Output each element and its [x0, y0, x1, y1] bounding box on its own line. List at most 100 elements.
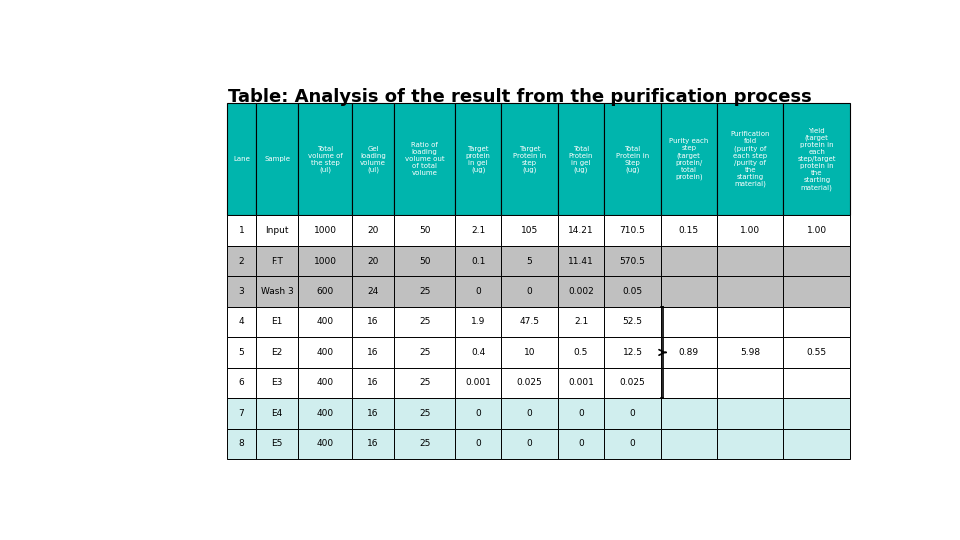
Text: 0: 0 [630, 440, 636, 448]
Text: Purity each
step
(target
protein/
total
protein): Purity each step (target protein/ total … [669, 138, 708, 180]
Text: 25: 25 [419, 409, 430, 418]
Text: 12.5: 12.5 [622, 348, 642, 357]
Bar [501, 246, 558, 276]
Text: 400: 400 [317, 409, 334, 418]
Bar [455, 337, 501, 368]
Bar [255, 337, 299, 368]
Bar [501, 276, 558, 307]
Bar [255, 398, 299, 429]
Bar [558, 398, 605, 429]
Bar [255, 307, 299, 337]
Bar [395, 103, 455, 215]
Text: 50: 50 [419, 226, 430, 235]
Text: 25: 25 [419, 348, 430, 357]
Text: 0: 0 [630, 409, 636, 418]
Text: 0.1: 0.1 [471, 256, 486, 266]
Bar [227, 103, 255, 215]
Bar [783, 276, 850, 307]
Text: E4: E4 [272, 409, 282, 418]
Bar [783, 429, 850, 459]
Text: 600: 600 [317, 287, 334, 296]
Bar [783, 368, 850, 398]
Text: 710.5: 710.5 [619, 226, 645, 235]
Bar [501, 103, 558, 215]
Bar [299, 103, 352, 215]
Text: Total
Protein in
Step
(ug): Total Protein in Step (ug) [616, 146, 649, 173]
Bar [660, 276, 717, 307]
Text: 5: 5 [238, 348, 244, 357]
Bar [717, 276, 783, 307]
Text: F.T: F.T [271, 256, 283, 266]
Text: 8: 8 [238, 440, 244, 448]
Bar [395, 429, 455, 459]
Bar [605, 337, 660, 368]
Text: Total
Protein
in gel
(ug): Total Protein in gel (ug) [568, 146, 593, 173]
Text: 105: 105 [521, 226, 539, 235]
Bar [717, 103, 783, 215]
Bar [455, 429, 501, 459]
Bar [501, 215, 558, 246]
Text: 2.1: 2.1 [574, 318, 588, 327]
Bar [395, 398, 455, 429]
Text: Target
Protein in
step
(ug): Target Protein in step (ug) [513, 146, 546, 173]
Bar [605, 398, 660, 429]
Bar [227, 368, 255, 398]
Text: 10: 10 [524, 348, 536, 357]
Bar [455, 103, 501, 215]
Bar [783, 398, 850, 429]
Bar [660, 337, 717, 368]
Bar [227, 307, 255, 337]
Bar [605, 246, 660, 276]
Bar [501, 429, 558, 459]
Text: 47.5: 47.5 [519, 318, 540, 327]
Bar [455, 215, 501, 246]
Text: 14.21: 14.21 [568, 226, 594, 235]
Bar [395, 307, 455, 337]
Text: E3: E3 [272, 379, 283, 387]
Text: 0: 0 [578, 409, 584, 418]
Bar [783, 307, 850, 337]
Text: 16: 16 [368, 379, 379, 387]
Bar [227, 215, 255, 246]
Text: 1.00: 1.00 [806, 226, 827, 235]
Text: 20: 20 [368, 256, 379, 266]
Text: E5: E5 [272, 440, 283, 448]
Bar [455, 276, 501, 307]
Bar [255, 103, 299, 215]
Bar [299, 246, 352, 276]
Bar [255, 429, 299, 459]
Bar [395, 368, 455, 398]
Text: 0.002: 0.002 [568, 287, 594, 296]
Bar [717, 246, 783, 276]
Bar [227, 246, 255, 276]
Bar [299, 276, 352, 307]
Bar [660, 368, 717, 398]
Bar [660, 429, 717, 459]
Bar [352, 103, 395, 215]
Bar [660, 103, 717, 215]
Bar [352, 246, 395, 276]
Text: 0.4: 0.4 [471, 348, 485, 357]
Bar [395, 246, 455, 276]
Bar [660, 307, 717, 337]
Bar [299, 307, 352, 337]
Bar [783, 246, 850, 276]
Text: 0: 0 [475, 409, 481, 418]
Bar [660, 398, 717, 429]
Bar [501, 398, 558, 429]
Bar [395, 276, 455, 307]
Text: Table: Analysis of the result from the purification process: Table: Analysis of the result from the p… [228, 88, 812, 106]
Text: 3: 3 [238, 287, 244, 296]
Text: 1: 1 [238, 226, 244, 235]
Text: Gel
loading
volume
(ul): Gel loading volume (ul) [360, 146, 386, 173]
Bar [605, 215, 660, 246]
Text: Input: Input [265, 226, 289, 235]
Text: 25: 25 [419, 379, 430, 387]
Text: 16: 16 [368, 440, 379, 448]
Text: 16: 16 [368, 348, 379, 357]
Text: 0: 0 [475, 287, 481, 296]
Text: 0: 0 [527, 287, 533, 296]
Bar [717, 429, 783, 459]
Bar [352, 337, 395, 368]
Bar [717, 398, 783, 429]
